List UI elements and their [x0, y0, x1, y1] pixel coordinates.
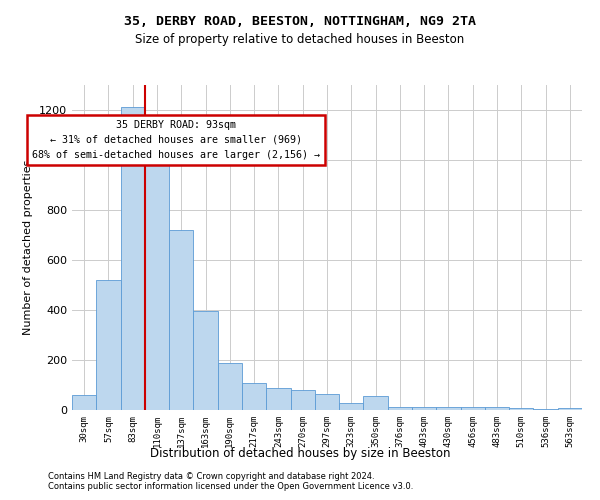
- Bar: [388, 407, 412, 410]
- Text: Contains public sector information licensed under the Open Government Licence v3: Contains public sector information licen…: [48, 482, 413, 491]
- Bar: [266, 388, 290, 410]
- Bar: [218, 362, 242, 410]
- Bar: [169, 230, 193, 410]
- Bar: [72, 395, 96, 410]
- Bar: [96, 280, 121, 410]
- Y-axis label: Number of detached properties: Number of detached properties: [23, 160, 34, 335]
- Text: Size of property relative to detached houses in Beeston: Size of property relative to detached ho…: [136, 32, 464, 46]
- Bar: [315, 394, 339, 410]
- Bar: [364, 396, 388, 410]
- Bar: [121, 108, 145, 410]
- Text: Contains HM Land Registry data © Crown copyright and database right 2024.: Contains HM Land Registry data © Crown c…: [48, 472, 374, 481]
- Bar: [509, 408, 533, 410]
- Bar: [339, 402, 364, 410]
- Bar: [193, 311, 218, 410]
- Text: 35, DERBY ROAD, BEESTON, NOTTINGHAM, NG9 2TA: 35, DERBY ROAD, BEESTON, NOTTINGHAM, NG9…: [124, 15, 476, 28]
- Bar: [558, 408, 582, 410]
- Text: Distribution of detached houses by size in Beeston: Distribution of detached houses by size …: [150, 448, 450, 460]
- Bar: [290, 390, 315, 410]
- Bar: [145, 148, 169, 410]
- Bar: [436, 407, 461, 410]
- Bar: [242, 382, 266, 410]
- Bar: [485, 407, 509, 410]
- Bar: [412, 407, 436, 410]
- Bar: [461, 407, 485, 410]
- Bar: [533, 409, 558, 410]
- Text: 35 DERBY ROAD: 93sqm
← 31% of detached houses are smaller (969)
68% of semi-deta: 35 DERBY ROAD: 93sqm ← 31% of detached h…: [32, 120, 320, 160]
